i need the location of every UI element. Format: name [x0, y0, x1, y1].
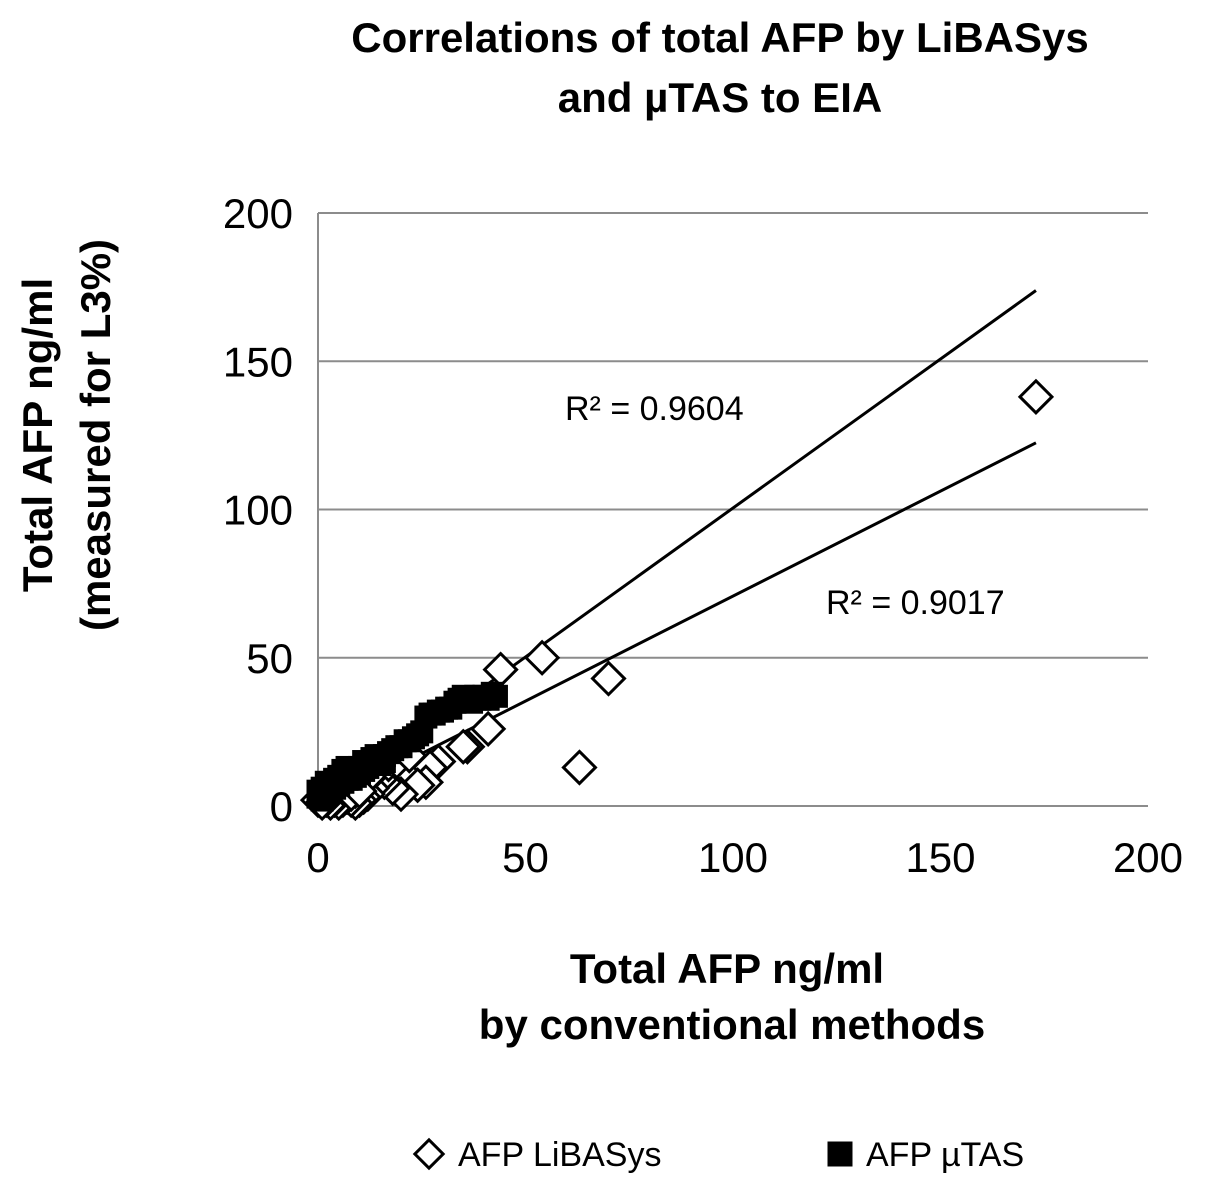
- legend-square-icon: [827, 1141, 853, 1167]
- axes: [317, 213, 1148, 807]
- x-tick-label-200: 200: [1113, 834, 1183, 881]
- legend-item-libasys: AFP LiBASys: [412, 1136, 661, 1174]
- point-libasys-5: [470, 710, 507, 748]
- y-axis-title: Total AFP ng/ml (measured for L3%): [14, 239, 119, 631]
- legend-label-utas: AFP µTAS: [866, 1136, 1024, 1174]
- y-tick-label-200: 200: [223, 190, 293, 237]
- point-libasys-0: [1017, 378, 1055, 415]
- x-tick-label-0: 0: [306, 834, 329, 881]
- data-series: [299, 378, 1055, 822]
- y-tick-label-150: 150: [223, 338, 293, 385]
- y-axis-title-line-2: (measured for L3%): [72, 239, 119, 631]
- point-utas-59: [372, 750, 396, 774]
- x-tick-labels: 0 50 100 150 200: [306, 834, 1183, 881]
- x-tick-label-50: 50: [502, 834, 549, 881]
- x-axis-title-line-1: Total AFP ng/ml: [570, 945, 884, 992]
- y-tick-label-50: 50: [246, 635, 293, 682]
- point-libasys-3: [523, 639, 561, 676]
- x-tick-label-150: 150: [905, 834, 975, 881]
- point-libasys-1: [590, 660, 627, 697]
- legend-diamond-icon: [412, 1137, 446, 1171]
- legend-label-libasys: AFP LiBASys: [458, 1136, 661, 1174]
- point-libasys-2: [561, 749, 598, 786]
- x-tick-label-100: 100: [698, 834, 768, 881]
- legend: AFP LiBASys AFP µTAS: [412, 1136, 1024, 1174]
- point-libasys-7: [445, 728, 482, 765]
- series-utas: [306, 681, 508, 812]
- y-tick-labels: 0 50 100 150 200: [223, 190, 293, 830]
- x-axis-title-line-2: by conventional methods: [479, 1001, 985, 1048]
- legend-item-utas: AFP µTAS: [827, 1136, 1024, 1174]
- y-axis-title-line-1: Total AFP ng/ml: [14, 278, 61, 592]
- r-squared-label-utas: R² = 0.9604: [565, 390, 744, 428]
- chart-title-line-1: Correlations of total AFP by LiBASys: [351, 14, 1088, 61]
- r-squared-label-libasys: R² = 0.9017: [826, 584, 1005, 622]
- y-tick-label-100: 100: [223, 487, 293, 534]
- y-tick-label-0: 0: [270, 783, 293, 830]
- chart-title-line-2: and µTAS to EIA: [558, 74, 882, 121]
